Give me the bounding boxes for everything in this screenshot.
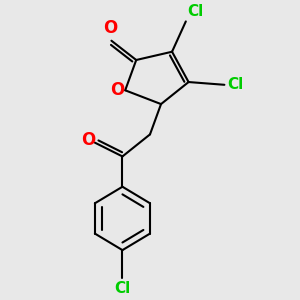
- Text: O: O: [110, 81, 124, 99]
- Text: O: O: [81, 131, 95, 149]
- Text: Cl: Cl: [187, 4, 203, 19]
- Text: Cl: Cl: [114, 281, 130, 296]
- Text: Cl: Cl: [227, 77, 243, 92]
- Text: O: O: [103, 20, 117, 38]
